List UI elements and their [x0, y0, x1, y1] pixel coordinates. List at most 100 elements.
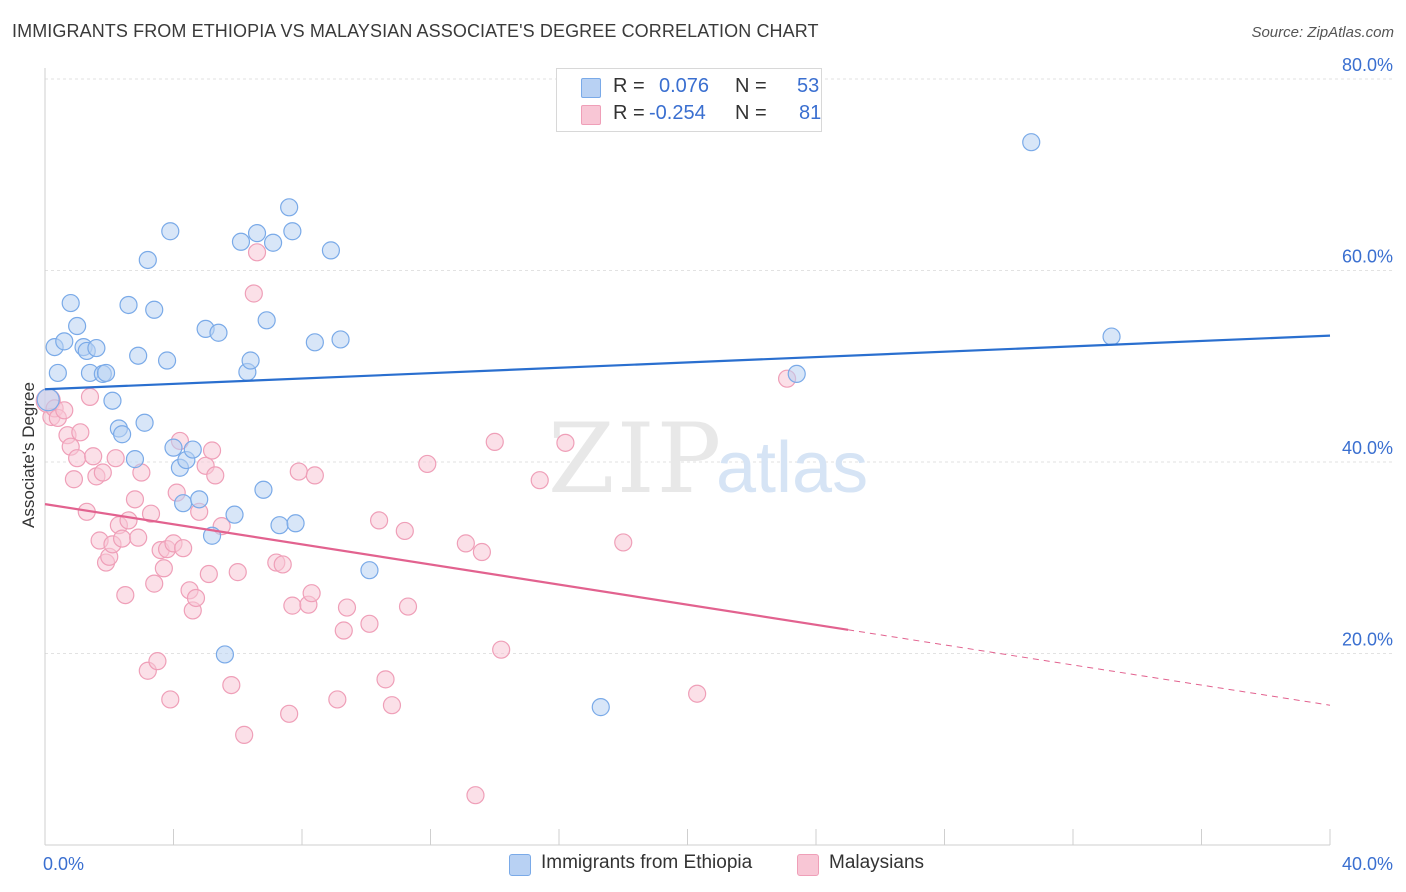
n-value: 53	[797, 75, 820, 97]
malaysians-point	[492, 640, 511, 659]
malaysians-point	[154, 559, 173, 578]
malaysians-point	[337, 598, 357, 617]
malaysians-point	[247, 243, 267, 262]
ethiopia-point	[164, 438, 183, 457]
malaysians-point	[456, 534, 475, 553]
malaysians-point	[202, 441, 222, 460]
x-tick-label: 40.0%	[1342, 854, 1393, 874]
malaysians-point	[68, 449, 87, 468]
ethiopia-point	[305, 333, 324, 352]
malaysians-point	[145, 574, 164, 593]
ethiopia-point	[1022, 133, 1041, 152]
r-label: R =	[613, 102, 645, 124]
ethiopia-point	[283, 222, 302, 241]
legend-swatch-ethiopia	[509, 854, 531, 876]
source-label: Source: ZipAtlas.com	[1251, 24, 1394, 41]
malaysians-point	[244, 284, 263, 303]
malaysians-point	[283, 596, 302, 615]
malaysians-point	[688, 684, 707, 703]
malaysians-point	[186, 588, 206, 608]
ethiopia-point	[254, 480, 273, 499]
legend-swatch-malaysians	[581, 105, 601, 125]
malaysians-point	[485, 432, 504, 451]
ethiopia-point	[215, 645, 234, 664]
ethiopia-point	[209, 323, 228, 342]
malaysians-point	[370, 511, 389, 530]
legend-label-ethiopia: Immigrants from Ethiopia	[541, 852, 753, 873]
malaysians-point	[614, 533, 633, 552]
malaysians-points	[35, 243, 797, 805]
malaysians-point	[93, 463, 112, 482]
ethiopia-point	[157, 351, 177, 370]
ethiopia-point	[280, 198, 299, 217]
malaysians-point	[376, 670, 395, 689]
ethiopia-points	[36, 133, 1121, 717]
watermark-zip: ZIP	[548, 403, 723, 515]
watermark-atlas: atlas	[716, 428, 868, 508]
n-value: 81	[799, 102, 822, 124]
malaysians-point	[161, 690, 180, 709]
malaysians-point	[289, 462, 308, 481]
ethiopia-point	[55, 332, 74, 351]
ethiopia-point	[331, 330, 350, 349]
malaysians-point	[235, 725, 254, 744]
legend-swatch-ethiopia	[581, 78, 601, 98]
malaysians-point	[273, 555, 292, 574]
ethiopia-point	[591, 698, 610, 717]
y-tick-label: 80.0%	[1342, 55, 1393, 75]
ethiopia-point	[183, 440, 202, 459]
ethiopia-point	[231, 232, 251, 251]
malaysians-point	[556, 433, 575, 452]
malaysians-point	[302, 584, 321, 603]
ethiopia-point	[119, 295, 138, 315]
series-legend: Immigrants from Ethiopia Malaysians	[0, 852, 1406, 878]
malaysians-point	[116, 585, 135, 605]
ethiopia-point	[161, 222, 180, 241]
legend-label-malaysians: Malaysians	[829, 852, 925, 873]
malaysians-point	[199, 564, 218, 584]
malaysians-point	[206, 466, 225, 485]
ethiopia-point	[61, 293, 80, 313]
malaysians-point	[222, 675, 241, 695]
ethiopia-point	[286, 514, 305, 533]
legend-swatch-malaysians	[797, 854, 819, 876]
ethiopia-point	[225, 505, 244, 524]
malaysians-point	[395, 521, 414, 541]
ethiopia-point	[96, 363, 116, 383]
axes	[44, 68, 1331, 846]
malaysians-trend-line	[44, 503, 849, 631]
stats-legend: R = 0.076 N = 53 R = -0.254 N = 81	[556, 68, 822, 132]
malaysians-point	[466, 786, 485, 805]
ethiopia-point	[241, 351, 260, 370]
ethiopia-point	[174, 494, 193, 513]
malaysians-point	[398, 597, 418, 616]
ethiopia-point	[321, 241, 341, 260]
ethiopia-point	[263, 233, 283, 252]
ethiopia-point	[112, 425, 132, 444]
malaysians-point	[148, 652, 167, 671]
y-axis-label: Associate's Degree	[19, 382, 38, 528]
malaysians-point	[334, 621, 353, 640]
ethiopia-point	[87, 338, 106, 358]
ethiopia-point	[270, 516, 289, 535]
ethiopia-point	[103, 391, 122, 410]
malaysians-point	[84, 447, 103, 466]
malaysians-point	[360, 614, 379, 633]
malaysians-point	[418, 454, 437, 474]
malaysians-point	[80, 387, 100, 406]
malaysians-point	[472, 542, 491, 562]
ethiopia-trend-line	[44, 334, 1331, 391]
y-tick-label: 60.0%	[1342, 247, 1393, 267]
ethiopia-point	[68, 316, 87, 336]
malaysians-point	[141, 504, 161, 523]
ethiopia-point	[129, 346, 148, 365]
r-value: -0.254	[649, 102, 706, 124]
ethiopia-point	[360, 561, 379, 580]
ethiopia-point	[1102, 327, 1121, 346]
x-tick-label: 0.0%	[43, 854, 84, 874]
n-label: N =	[735, 102, 767, 124]
malaysians-point	[174, 539, 193, 558]
ethiopia-point	[125, 450, 145, 469]
ethiopia-point	[36, 388, 60, 412]
